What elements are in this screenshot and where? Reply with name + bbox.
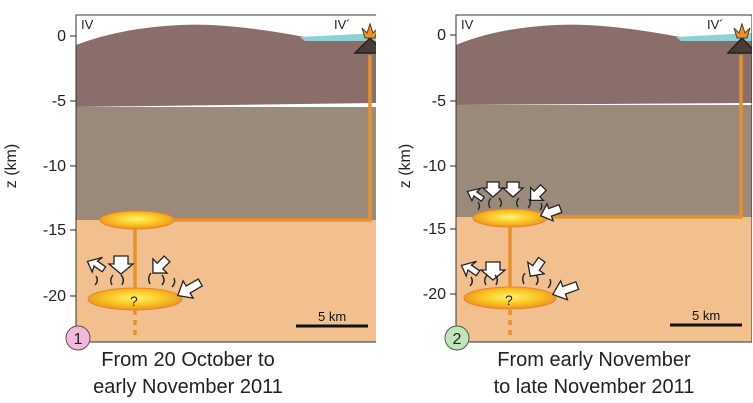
depth-tick-label: -10 <box>423 158 446 175</box>
panel-number-badge <box>65 325 91 351</box>
depth-tick-label: -15 <box>423 221 446 238</box>
volcano-icon <box>726 36 752 54</box>
stress-arrows-deep <box>86 255 204 300</box>
middle-crust-layer <box>456 105 752 217</box>
caption-line-2: to late November 2011 <box>493 376 695 398</box>
depth-axis-label: z (km) <box>3 144 20 188</box>
section-start-label: IV <box>461 17 474 32</box>
shallow-reservoir <box>99 210 175 230</box>
panel-2: ? 0 -5 -10 -15 -20 z (km) IV IV´ 5 km 2 … <box>376 0 752 403</box>
magma-conduit <box>140 55 372 222</box>
depth-tick-label: -10 <box>43 158 66 175</box>
lower-crust-layer <box>76 220 376 342</box>
depth-tick-label: -5 <box>432 93 446 110</box>
chamber-question-mark: ? <box>130 293 138 309</box>
scale-bar-label: 5 km <box>318 309 346 324</box>
scale-bar-label: 5 km <box>692 308 720 323</box>
upper-crust-layer <box>76 24 376 107</box>
panel-number: 2 <box>453 331 462 348</box>
caption-line-1: From early November <box>497 349 691 371</box>
panel-number-badge <box>444 325 470 351</box>
caption-line-1: From 20 October to <box>101 349 275 371</box>
deep-reservoir <box>463 286 557 310</box>
cross-section-diagram-1: ? 0 -5 -10 -15 -20 z (km) IV IV´ 5 km 1 <box>3 14 376 351</box>
sea-layer <box>676 33 752 41</box>
middle-crust-layer <box>76 107 376 220</box>
depth-axis <box>70 35 76 297</box>
section-frame <box>75 14 376 343</box>
sea-layer <box>300 33 376 41</box>
depth-tick-label: 0 <box>57 28 66 45</box>
volcano-icon <box>353 36 376 54</box>
section-start-label: IV <box>81 17 94 32</box>
stress-arrows-shallow <box>466 181 563 222</box>
fracture-lines-deep <box>94 272 176 288</box>
depth-tick-label: -5 <box>52 93 66 110</box>
eruption-icon <box>733 22 751 39</box>
eruption-icon <box>361 22 376 39</box>
caption-line-2: early November 2011 <box>93 376 283 398</box>
deep-reservoir <box>87 287 183 311</box>
chamber-question-mark: ? <box>505 292 513 308</box>
depth-tick-label: -20 <box>423 286 446 303</box>
cross-section-diagram-2: ? 0 -5 -10 -15 -20 z (km) IV IV´ 5 km 2 <box>397 14 752 351</box>
panel-1: ? 0 -5 -10 -15 -20 z (km) IV IV´ 5 km 1 … <box>0 0 376 403</box>
fracture-lines-deep <box>469 272 552 289</box>
fracture-lines-shallow <box>477 197 543 211</box>
section-frame <box>455 14 752 343</box>
panel-number: 1 <box>74 331 83 348</box>
stress-arrows-deep <box>460 256 580 301</box>
depth-tick-label: -15 <box>43 222 66 239</box>
depth-axis-label: z (km) <box>397 144 414 188</box>
depth-axis <box>450 34 456 295</box>
section-end-label: IV´ <box>334 17 351 32</box>
shallow-reservoir <box>472 208 548 228</box>
upper-crust-layer <box>456 24 752 106</box>
section-end-label: IV´ <box>707 17 724 32</box>
lower-crust-layer <box>456 217 752 342</box>
depth-tick-label: 0 <box>437 27 446 44</box>
magma-conduit <box>516 55 743 219</box>
depth-tick-label: -20 <box>43 288 66 305</box>
